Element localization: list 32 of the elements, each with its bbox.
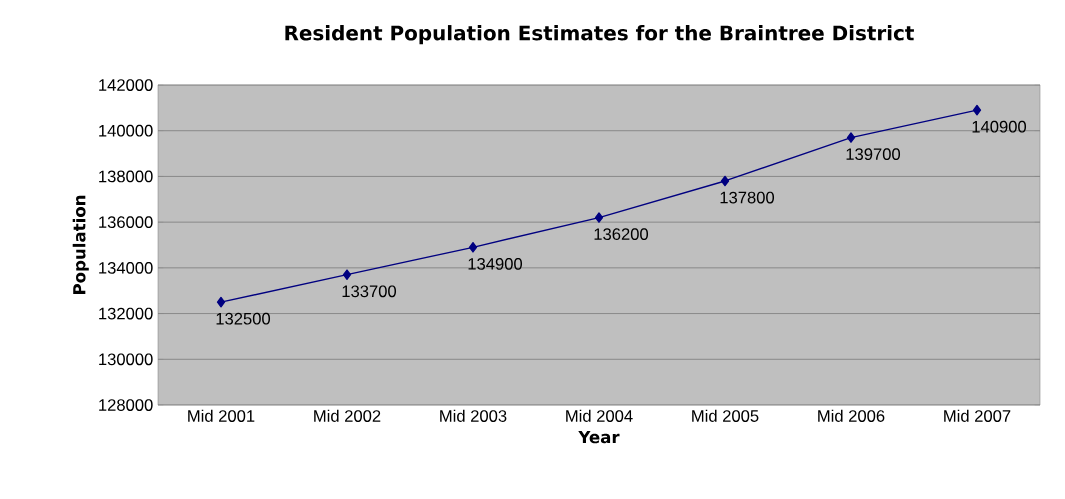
y-tick-label: 138000 <box>99 170 153 183</box>
y-tick-label: 136000 <box>99 216 153 229</box>
point <box>342 269 352 281</box>
data-label: 137800 <box>720 191 775 204</box>
x-tick-label: Mid 2001 <box>188 409 255 422</box>
y-tick-label: 142000 <box>99 79 153 91</box>
point <box>468 241 478 253</box>
y-tick-label: 140000 <box>99 124 153 137</box>
y-tick-label: 134000 <box>99 261 153 274</box>
y-tick-label: 132000 <box>99 307 153 320</box>
data-label: 140900 <box>972 120 1027 133</box>
y-axis-title: Population <box>72 195 89 294</box>
x-tick-label: Mid 2006 <box>818 409 885 422</box>
point <box>846 132 856 143</box>
data-label: 136200 <box>594 228 649 241</box>
x-axis-title: Year <box>578 431 620 444</box>
point <box>720 175 730 187</box>
chart-title: Resident Population Estimates for the Braintree District <box>285 25 914 45</box>
y-tick-label: 128000 <box>99 399 153 411</box>
point <box>972 104 982 116</box>
x-tick-label: Mid 2007 <box>944 409 1011 422</box>
point <box>216 296 226 308</box>
data-label: 139700 <box>846 148 901 161</box>
x-tick-label: Mid 2004 <box>566 409 633 422</box>
x-tick-label: Mid 2003 <box>440 409 507 422</box>
data-label: 133700 <box>342 285 397 298</box>
data-label: 132500 <box>216 312 271 325</box>
y-tick-label: 130000 <box>99 353 153 366</box>
data-label: 134900 <box>468 257 523 270</box>
point <box>594 212 604 223</box>
x-tick-label: Mid 2002 <box>314 409 381 422</box>
x-tick-label: Mid 2005 <box>692 409 759 422</box>
